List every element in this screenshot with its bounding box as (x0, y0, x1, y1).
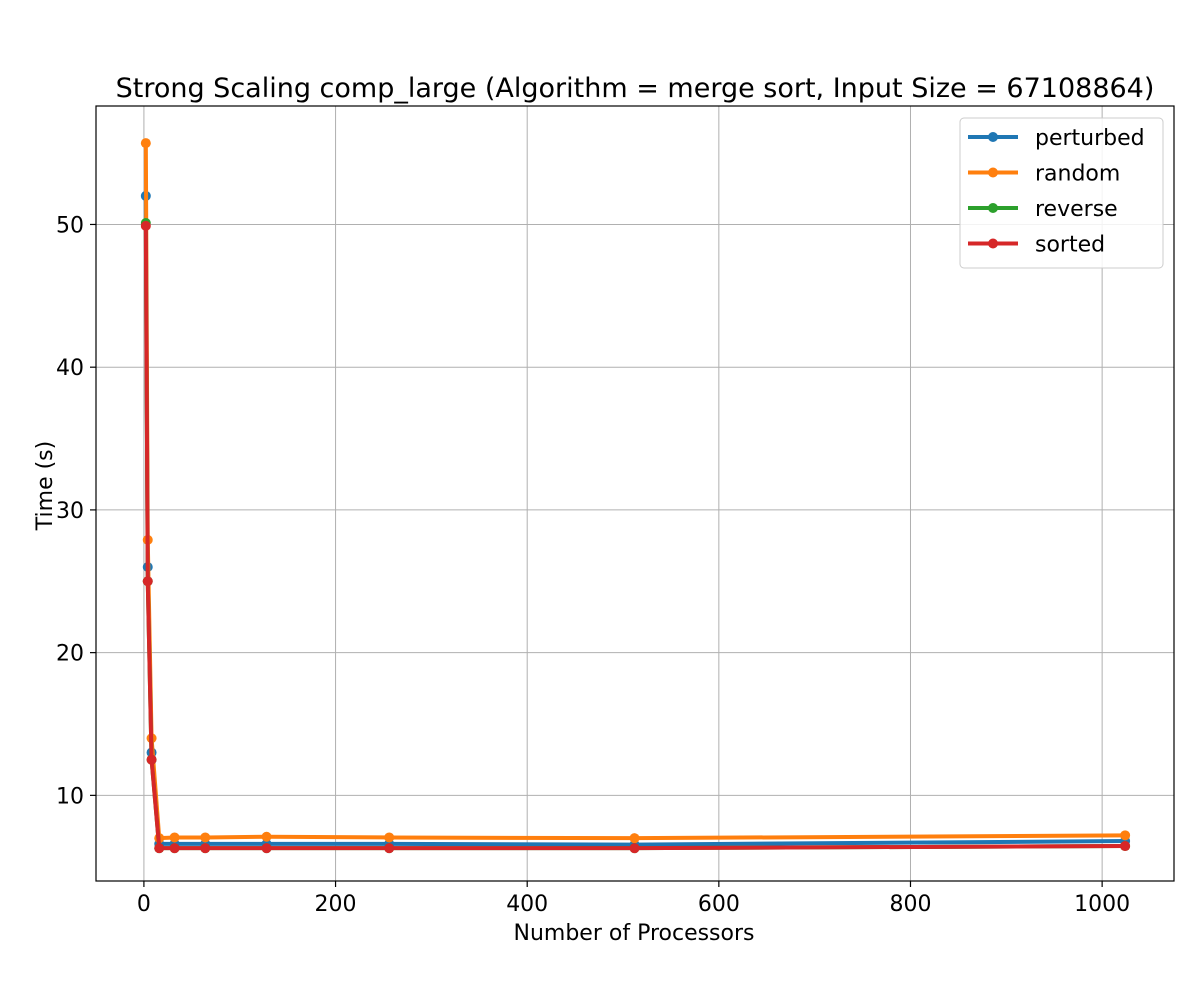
legend-label-perturbed: perturbed (1035, 126, 1145, 151)
series-sorted (140, 220, 1131, 854)
x-tick-label: 200 (315, 892, 357, 917)
legend-label-sorted: sorted (1035, 233, 1105, 258)
legend-marker-reverse (988, 203, 998, 213)
data-point-sorted (200, 843, 211, 854)
data-point-random (261, 831, 272, 842)
y-tick-label: 20 (56, 642, 84, 667)
data-point-random (384, 832, 395, 843)
data-point-sorted (154, 843, 165, 854)
data-point-sorted (142, 576, 153, 587)
legend-box (959, 117, 1164, 269)
data-point-sorted (140, 220, 151, 231)
series-layer (140, 138, 1131, 854)
y-tick-label: 50 (56, 213, 84, 238)
data-point-random (629, 833, 640, 844)
data-point-random (1120, 830, 1131, 841)
y-axis: 10 20 30 40 50 (56, 213, 96, 809)
x-tick-label: 400 (506, 892, 548, 917)
x-tick-label: 800 (889, 892, 931, 917)
x-tick-label: 600 (698, 892, 740, 917)
x-axis-title: Number of Processors (514, 921, 755, 946)
data-point-random (200, 832, 211, 843)
legend-marker-random (988, 167, 998, 178)
legend-label-random: random (1035, 162, 1120, 187)
y-axis-title: Time (s) (33, 441, 58, 531)
series-line-sorted (143, 225, 1126, 851)
legend-label-reverse: reverse (1035, 197, 1118, 222)
data-point-random (140, 138, 151, 149)
plot-frame (95, 105, 1175, 882)
y-tick-label: 30 (56, 499, 84, 524)
legend-marker-perturbed (988, 132, 998, 142)
y-tick-label: 40 (56, 356, 84, 381)
legend-marker-sorted (988, 238, 998, 249)
data-point-sorted (1120, 841, 1131, 852)
data-point-sorted (629, 843, 640, 854)
data-point-sorted (261, 843, 272, 854)
data-point-sorted (169, 843, 180, 854)
data-point-sorted (146, 754, 157, 765)
legend: perturbed random reverse sorted (959, 117, 1164, 269)
chart-title: Strong Scaling comp_large (Algorithm = m… (116, 73, 1155, 104)
y-tick-label: 10 (56, 784, 84, 809)
data-point-sorted (384, 843, 395, 854)
x-tick-label: 1000 (1074, 892, 1130, 917)
data-point-random (169, 832, 180, 843)
x-tick-label: 0 (137, 892, 151, 917)
x-axis: 0 200 400 600 800 1000 (137, 881, 1130, 917)
